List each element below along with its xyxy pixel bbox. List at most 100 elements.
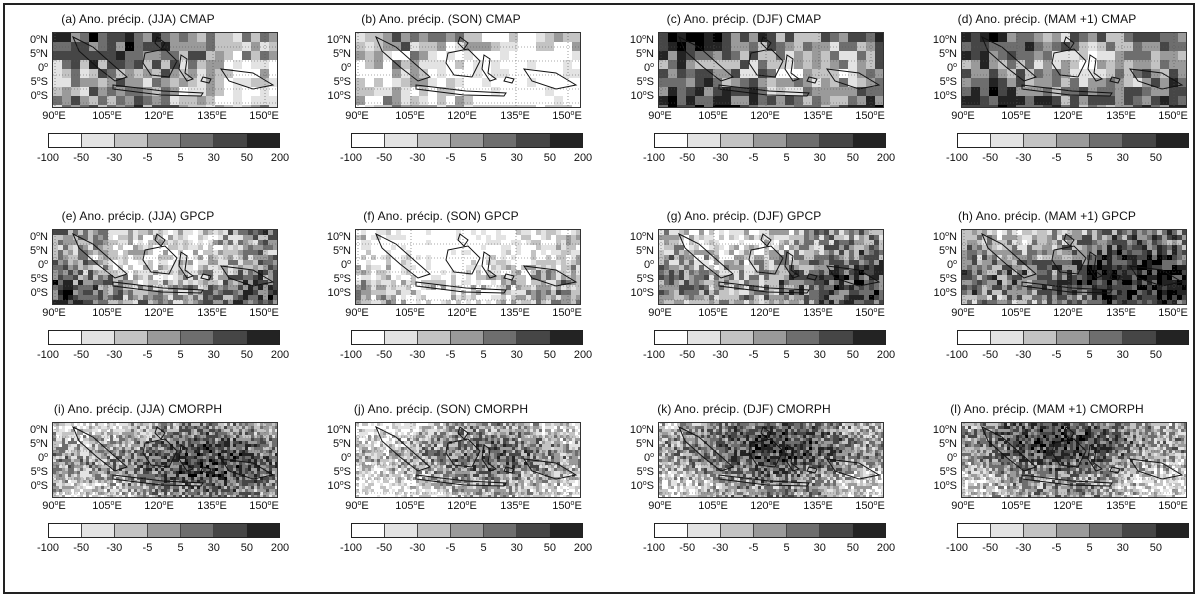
- anomaly-cell: [972, 295, 977, 300]
- anomaly-cell: [689, 235, 694, 240]
- anomaly-cell: [541, 285, 546, 290]
- anomaly-cell: [1047, 275, 1052, 280]
- anomaly-cell: [481, 235, 486, 240]
- anomaly-cell: [1122, 255, 1127, 260]
- anomaly-cell: [719, 240, 724, 245]
- anomaly-cell: [1012, 235, 1017, 240]
- anomaly-cell: [754, 300, 759, 304]
- anomaly-cell: [689, 240, 694, 245]
- anomaly-cell: [824, 250, 829, 255]
- anomaly-cell: [158, 423, 161, 426]
- anomaly-cell: [521, 260, 526, 265]
- anomaly-cell: [794, 295, 799, 300]
- anomaly-cell: [824, 245, 829, 250]
- anomaly-cell: [103, 240, 108, 245]
- longitude-value: 135: [1106, 307, 1125, 319]
- anomaly-cell: [73, 270, 78, 275]
- anomaly-cell: [481, 275, 486, 280]
- anomaly-cell: [1102, 260, 1107, 265]
- degree-mark: o: [945, 231, 950, 238]
- anomaly-cell: [203, 275, 208, 280]
- anomaly-cell: [758, 87, 767, 96]
- degree-mark: o: [873, 307, 878, 314]
- hemisphere-letter: S: [40, 76, 48, 88]
- anomaly-cell: [749, 105, 758, 107]
- anomaly-cell: [1027, 265, 1032, 270]
- latitude-tick-label: 10oS: [631, 287, 655, 299]
- anomaly-cell: [481, 270, 486, 275]
- anomaly-cell: [1057, 295, 1062, 300]
- anomaly-cell: [80, 423, 83, 426]
- anomaly-cell: [997, 245, 1002, 250]
- anomaly-cell: [224, 426, 227, 429]
- anomaly-cell: [821, 105, 830, 107]
- anomaly-cell: [668, 60, 677, 69]
- anomaly-cell: [1077, 270, 1082, 275]
- anomaly-cell: [143, 300, 148, 304]
- anomaly-cell: [80, 69, 89, 78]
- anomaly-cell: [401, 280, 406, 285]
- anomaly-cell: [197, 60, 206, 69]
- anomaly-cell: [59, 432, 62, 435]
- anomaly-cell: [456, 300, 461, 304]
- anomaly-cell: [967, 285, 972, 290]
- anomaly-cell: [198, 295, 203, 300]
- anomaly-cell: [200, 429, 203, 432]
- anomaly-cell: [879, 255, 883, 260]
- anomaly-cell: [684, 280, 689, 285]
- degree-mark: o: [413, 307, 418, 314]
- anomaly-cell: [53, 255, 58, 260]
- anomaly-cell: [431, 260, 436, 265]
- anomaly-cell: [749, 275, 754, 280]
- anomaly-cell: [496, 235, 501, 240]
- anomaly-cell: [158, 290, 163, 295]
- anomaly-cell: [749, 270, 754, 275]
- anomaly-cell: [699, 270, 704, 275]
- anomaly-cell: [396, 275, 401, 280]
- anomaly-cell: [789, 275, 794, 280]
- anomaly-cell: [275, 423, 277, 426]
- anomaly-cell: [967, 265, 972, 270]
- anomaly-cell: [874, 285, 879, 290]
- anomaly-cell: [251, 60, 260, 69]
- anomaly-cell: [536, 275, 541, 280]
- anomaly-cell: [1012, 270, 1017, 275]
- anomaly-cell: [93, 250, 98, 255]
- anomaly-cell: [194, 438, 197, 441]
- anomaly-cell: [834, 285, 839, 290]
- anomaly-cell: [536, 240, 541, 245]
- anomaly-cell: [103, 235, 108, 240]
- anomaly-cell: [143, 78, 152, 87]
- anomaly-cell: [436, 290, 441, 295]
- anomaly-cell: [218, 426, 221, 429]
- anomaly-cell: [1127, 230, 1132, 235]
- degree-mark: o: [1019, 307, 1024, 314]
- anomaly-cell: [830, 51, 839, 60]
- anomaly-cell: [178, 235, 183, 240]
- anomaly-cell: [263, 255, 268, 260]
- anomaly-cell: [148, 275, 153, 280]
- anomaly-cell: [218, 295, 223, 300]
- anomaly-cell: [197, 69, 206, 78]
- colorbar-tick-label: -5: [445, 152, 456, 164]
- degree-mark: o: [465, 110, 470, 117]
- anomaly-cell: [511, 260, 516, 265]
- anomaly-cell: [834, 235, 839, 240]
- anomaly-cell: [383, 78, 392, 87]
- anomaly-cell: [376, 285, 381, 290]
- anomaly-cell: [269, 96, 277, 105]
- anomaly-cell: [253, 245, 258, 250]
- anomaly-cell: [561, 260, 566, 265]
- anomaly-cell: [1122, 240, 1127, 245]
- anomaly-cell: [426, 255, 431, 260]
- anomaly-cell: [1079, 69, 1088, 78]
- anomaly-cell: [1057, 245, 1062, 250]
- anomaly-cell: [209, 429, 212, 432]
- anomaly-cell: [839, 42, 848, 51]
- anomaly-cell: [56, 429, 59, 432]
- anomaly-cell: [206, 435, 209, 438]
- colorbar-segment: [451, 331, 484, 344]
- anomaly-cell: [446, 285, 451, 290]
- anomaly-cell: [108, 290, 113, 295]
- anomaly-cell: [1061, 105, 1070, 107]
